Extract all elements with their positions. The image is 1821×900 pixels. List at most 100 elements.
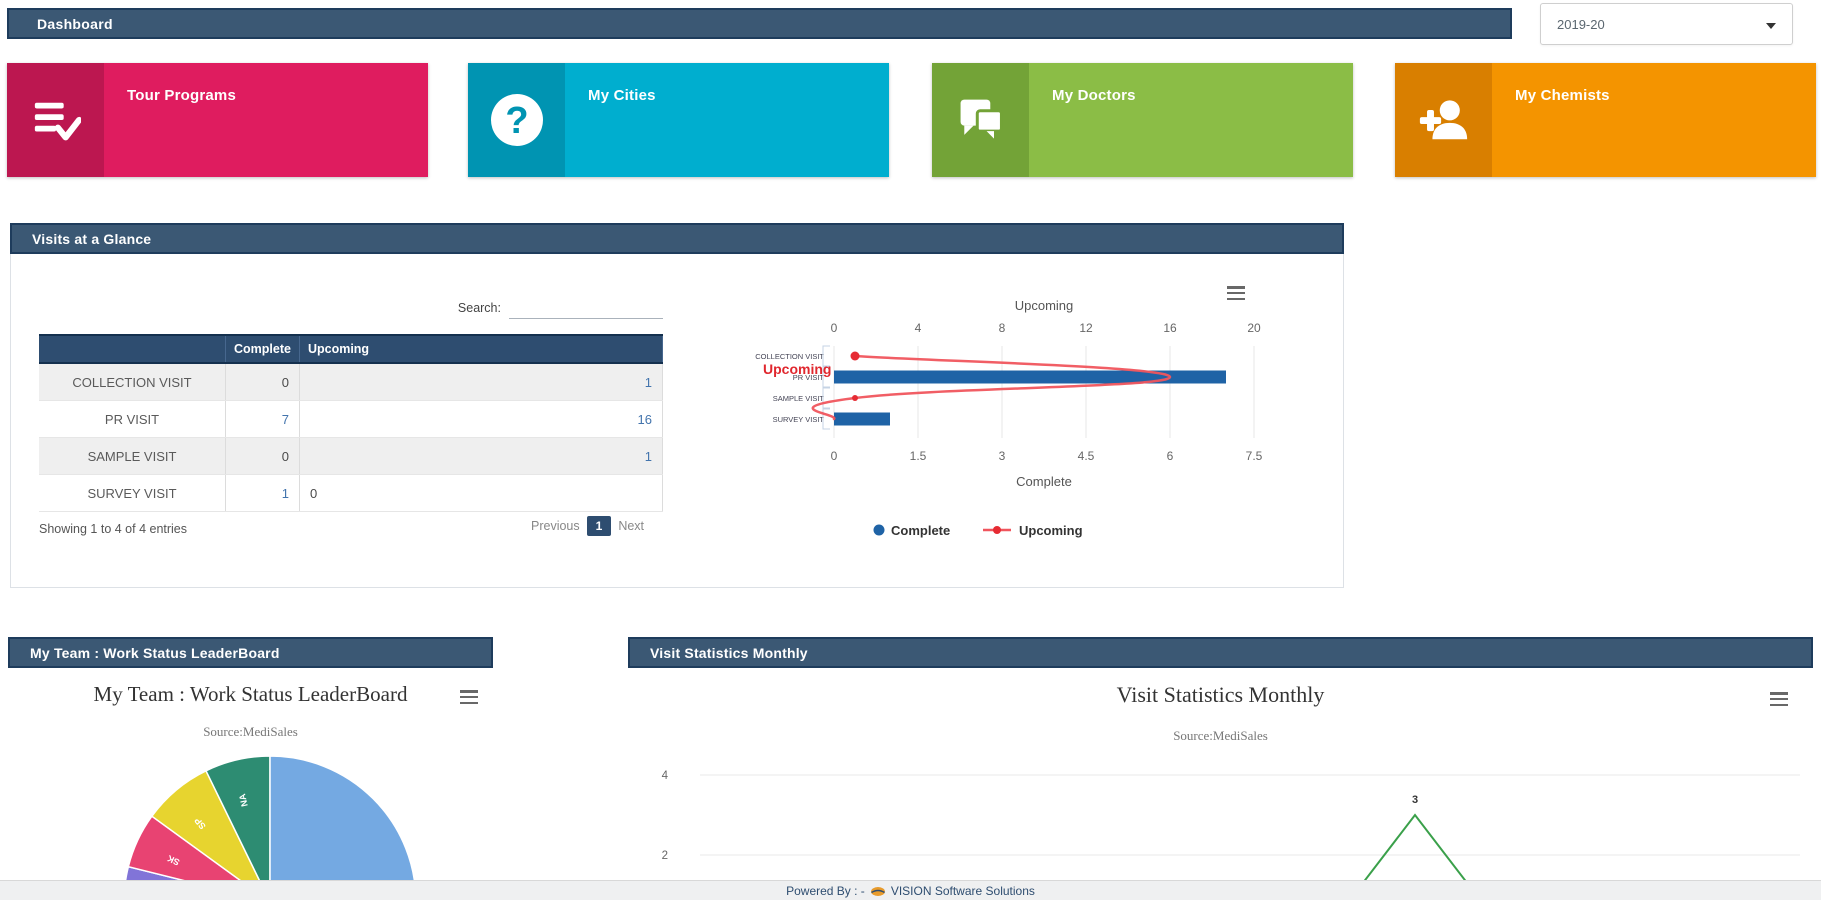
card-label: My Chemists bbox=[1515, 87, 1610, 104]
footer: Powered By : - VISION Software Solutions bbox=[0, 880, 1821, 900]
svg-text:Complete: Complete bbox=[1016, 474, 1072, 489]
visit-type-cell: SAMPLE VISIT bbox=[39, 437, 226, 475]
count-link[interactable]: 7 bbox=[281, 411, 289, 427]
add-person-icon bbox=[1395, 63, 1492, 177]
search-input[interactable] bbox=[509, 298, 663, 319]
complete-cell: 0 bbox=[225, 437, 300, 475]
svg-text:COLLECTION VISIT: COLLECTION VISIT bbox=[755, 352, 824, 361]
svg-text:3: 3 bbox=[999, 449, 1006, 463]
monthly-panel-title: Visit Statistics Monthly bbox=[650, 644, 808, 661]
svg-text:16: 16 bbox=[1163, 321, 1177, 335]
monthly-line-chart: 4 2 3 bbox=[662, 770, 1800, 880]
card-my-doctors[interactable]: My Doctors bbox=[932, 63, 1353, 177]
svg-text:SAMPLE VISIT: SAMPLE VISIT bbox=[773, 394, 825, 403]
visit-type-cell: SURVEY VISIT bbox=[39, 474, 226, 512]
table-info: Showing 1 to 4 of 4 entries bbox=[39, 522, 188, 536]
svg-text:2: 2 bbox=[662, 850, 668, 862]
upcoming-cell: 1 bbox=[299, 363, 664, 401]
visits-panel-header: Visits at a Glance bbox=[10, 223, 1344, 254]
upcoming-cell: 1 bbox=[299, 437, 664, 475]
next-button[interactable]: Next bbox=[618, 519, 645, 533]
card-my-chemists[interactable]: My Chemists bbox=[1395, 63, 1816, 177]
count-value: 0 bbox=[309, 485, 318, 501]
checklist-icon bbox=[7, 63, 104, 177]
period-dropdown[interactable]: 2019-20 bbox=[1540, 3, 1793, 45]
count-value: 0 bbox=[281, 374, 289, 390]
svg-text:4: 4 bbox=[662, 770, 669, 782]
footer-company: VISION Software Solutions bbox=[890, 884, 1035, 898]
svg-text:12: 12 bbox=[1079, 321, 1093, 335]
vision-logo-icon bbox=[870, 886, 885, 896]
visits-panel-title: Visits at a Glance bbox=[32, 230, 152, 247]
chart-menu-icon[interactable] bbox=[460, 690, 478, 704]
chevron-down-icon bbox=[1766, 23, 1776, 29]
svg-text:4: 4 bbox=[915, 321, 922, 335]
monthly-chart-subtitle: Source:MediSales bbox=[1173, 728, 1268, 743]
complete-cell: 0 bbox=[225, 363, 300, 401]
visits-panel-body: Search: Complete Upcoming COLLECTION VIS… bbox=[10, 254, 1344, 588]
complete-cell: 7 bbox=[225, 400, 300, 438]
svg-text:Upcoming: Upcoming bbox=[763, 361, 831, 377]
team-panel-body: My Team : Work Status LeaderBoard Source… bbox=[8, 668, 493, 880]
period-value: 2019-20 bbox=[1557, 16, 1605, 32]
table-row: PR VISIT 7 16 bbox=[39, 400, 664, 438]
svg-text:0: 0 bbox=[831, 449, 838, 463]
svg-text:Upcoming: Upcoming bbox=[1015, 298, 1074, 313]
page-title: Dashboard bbox=[37, 15, 113, 32]
page-title-bar: Dashboard bbox=[7, 8, 1512, 39]
team-chart-title: My Team : Work Status LeaderBoard bbox=[93, 682, 408, 706]
table-row: SURVEY VISIT 1 0 bbox=[39, 474, 664, 512]
col-header-blank[interactable] bbox=[39, 334, 226, 364]
svg-text:Upcoming: Upcoming bbox=[1019, 523, 1083, 538]
svg-text:0: 0 bbox=[831, 321, 838, 335]
svg-text:7.5: 7.5 bbox=[1246, 449, 1263, 463]
team-chart-subtitle: Source:MediSales bbox=[203, 724, 298, 739]
powered-by-text: Powered By : - bbox=[786, 884, 865, 898]
monthly-chart-title: Visit Statistics Monthly bbox=[1116, 682, 1325, 707]
team-panel-header: My Team : Work Status LeaderBoard bbox=[8, 637, 493, 668]
visits-table: Complete Upcoming COLLECTION VISIT 0 1 PR V… bbox=[39, 334, 664, 512]
card-my-cities[interactable]: ? My Cities bbox=[468, 63, 889, 177]
previous-button[interactable]: Previous bbox=[531, 519, 580, 533]
page-1-button[interactable]: 1 bbox=[586, 516, 612, 536]
card-label: My Cities bbox=[588, 87, 656, 104]
svg-text:6: 6 bbox=[1167, 449, 1174, 463]
svg-text:1.5: 1.5 bbox=[910, 449, 927, 463]
count-link[interactable]: 1 bbox=[281, 485, 289, 501]
card-tour-programs[interactable]: Tour Programs bbox=[7, 63, 428, 177]
chart-legend: Complete Upcoming bbox=[873, 523, 1083, 538]
svg-text:20: 20 bbox=[1247, 321, 1261, 335]
table-row: COLLECTION VISIT 0 1 bbox=[39, 363, 664, 401]
monthly-panel-body: Visit Statistics Monthly Source:MediSale… bbox=[628, 668, 1813, 880]
card-label: Tour Programs bbox=[127, 87, 237, 104]
count-link[interactable]: 1 bbox=[644, 374, 652, 390]
chart-menu-icon[interactable] bbox=[1227, 286, 1245, 300]
visit-type-cell: PR VISIT bbox=[39, 400, 226, 438]
svg-text:PR VISIT: PR VISIT bbox=[793, 373, 825, 382]
chat-icon bbox=[932, 63, 1029, 177]
chart-menu-icon[interactable] bbox=[1770, 692, 1788, 706]
question-icon: ? bbox=[468, 63, 565, 177]
col-header-complete[interactable]: Complete bbox=[225, 334, 300, 364]
svg-text:SK: SK bbox=[165, 853, 181, 868]
svg-text:SURVEY VISIT: SURVEY VISIT bbox=[773, 415, 825, 424]
svg-text:8: 8 bbox=[999, 321, 1006, 335]
complete-cell: 1 bbox=[225, 474, 300, 512]
count-link[interactable]: 16 bbox=[637, 411, 652, 427]
count-value: 0 bbox=[281, 448, 289, 464]
svg-text:4.5: 4.5 bbox=[1078, 449, 1095, 463]
count-link[interactable]: 1 bbox=[644, 448, 652, 464]
visits-chart: Upcoming 0 4 8 12 16 20 COLLECTION VISIT PR VISI… bbox=[755, 298, 1263, 538]
team-panel-title: My Team : Work Status LeaderBoard bbox=[30, 644, 280, 661]
table-row: SAMPLE VISIT 0 1 bbox=[39, 437, 664, 475]
upcoming-cell: 16 bbox=[299, 400, 664, 438]
monthly-panel-header: Visit Statistics Monthly bbox=[628, 637, 1813, 668]
col-header-upcoming[interactable]: Upcoming bbox=[299, 334, 664, 364]
visit-type-cell: COLLECTION VISIT bbox=[39, 363, 226, 401]
upcoming-cell: 0 bbox=[299, 474, 664, 512]
svg-text:3: 3 bbox=[1412, 794, 1418, 806]
card-label: My Doctors bbox=[1052, 87, 1136, 104]
search-label: Search: bbox=[457, 301, 501, 315]
